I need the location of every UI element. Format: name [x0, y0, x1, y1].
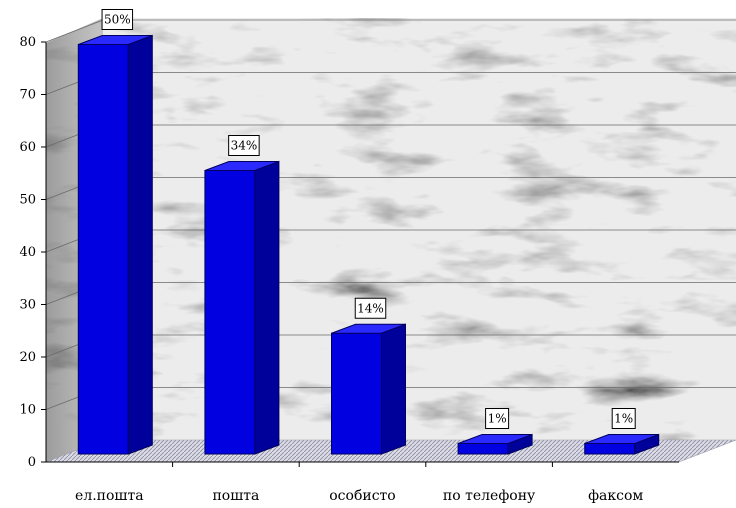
y-tick-label: 0	[28, 455, 36, 470]
x-tick-label: особисто	[329, 488, 395, 504]
bar	[204, 160, 280, 455]
bar-side	[381, 323, 406, 455]
bar-side	[127, 34, 153, 455]
y-tick-label: 30	[19, 298, 36, 313]
y-tick-label: 60	[19, 140, 36, 155]
data-label: 1%	[485, 408, 510, 429]
data-label-box	[228, 135, 260, 156]
x-tick-labels: ел.пошта пошта особисто по телефону факсом	[75, 488, 643, 504]
data-labels: 50% 34% 14% 1% 1%	[101, 9, 636, 429]
y-tick-label: 50	[19, 193, 36, 208]
bar	[331, 323, 406, 455]
y-tick-label: 80	[19, 35, 36, 50]
data-label: 34%	[228, 135, 260, 156]
bar-top	[457, 434, 533, 444]
y-axis	[41, 41, 679, 467]
data-label-text: 1%	[614, 412, 633, 426]
bar-top	[584, 434, 659, 444]
bar-front	[457, 443, 509, 455]
bar-top	[204, 161, 280, 171]
bar-top	[78, 35, 153, 45]
data-label-box	[354, 297, 387, 319]
bar-side	[254, 160, 280, 455]
data-label-text: 34%	[231, 139, 258, 153]
y-tick-label: 10	[19, 403, 36, 418]
y-tick-labels: 0 10 20 30 40 50 60 70 80	[19, 35, 36, 470]
data-label: 50%	[101, 9, 134, 30]
bar	[584, 433, 660, 455]
y-tick-label: 40	[19, 245, 36, 260]
bar-front	[584, 443, 636, 455]
left-wall-gridline	[45, 19, 104, 43]
data-label-text: 50%	[104, 13, 131, 27]
y-tick-label: 70	[19, 88, 36, 103]
bar-front	[77, 44, 129, 455]
x-tick-label: ел.пошта	[75, 488, 144, 504]
bar	[77, 34, 153, 455]
data-label: 1%	[611, 408, 636, 429]
bar-front	[204, 170, 256, 455]
bars	[77, 34, 660, 455]
data-label: 14%	[354, 297, 387, 319]
x-tick-label: по телефону	[443, 488, 536, 504]
bar	[457, 433, 533, 455]
bar-top	[331, 323, 406, 334]
y-tick-label: 20	[19, 350, 36, 365]
data-label-text: 14%	[357, 301, 384, 315]
data-label-box	[485, 408, 510, 429]
x-tick-label: факсом	[588, 488, 643, 504]
data-label-text: 1%	[488, 412, 507, 426]
back-wall	[103, 18, 736, 440]
data-label-box	[101, 9, 134, 30]
bar-front	[331, 332, 382, 455]
x-tick-label: пошта	[212, 488, 259, 504]
data-label-box	[611, 408, 636, 429]
